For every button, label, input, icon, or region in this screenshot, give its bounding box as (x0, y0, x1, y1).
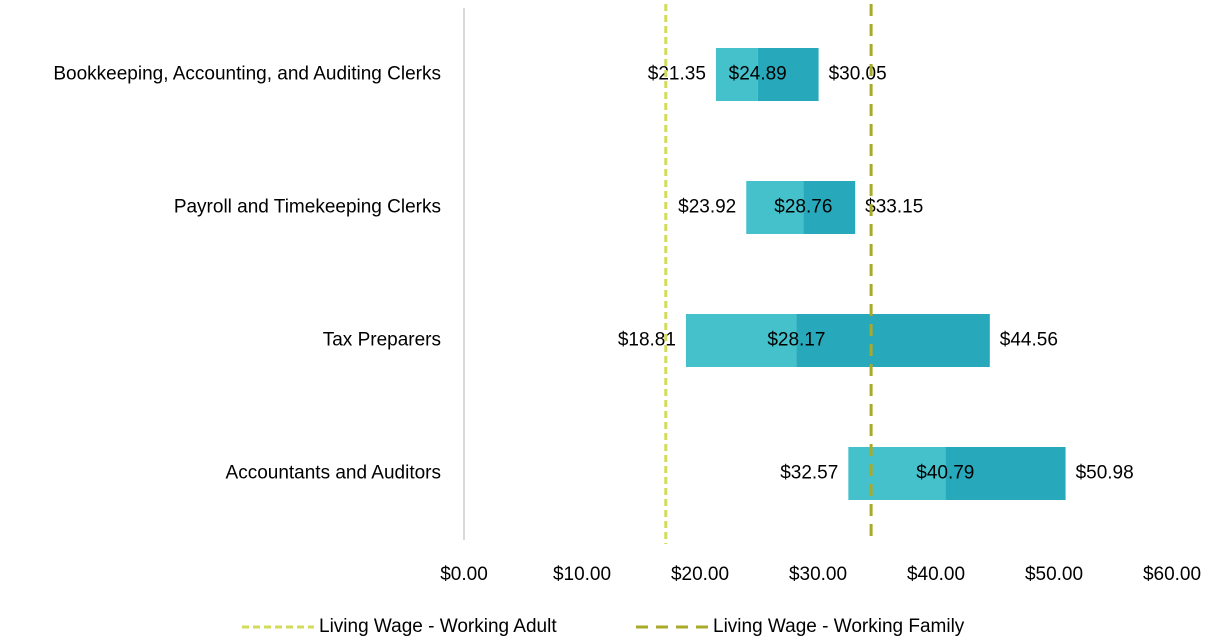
value-label: $40.79 (916, 463, 974, 484)
x-tick-label: $60.00 (1143, 564, 1201, 585)
value-label: $33.15 (865, 197, 923, 218)
value-label: $23.92 (678, 197, 736, 218)
value-label: $30.05 (829, 64, 887, 85)
category-label: Payroll and Timekeeping Clerks (174, 197, 441, 218)
value-label: $50.98 (1076, 463, 1134, 484)
value-label: $44.56 (1000, 330, 1058, 351)
bar-upper (803, 181, 856, 234)
legend-label: Living Wage - Working Family (713, 616, 965, 637)
value-label: $28.17 (767, 330, 825, 351)
value-label: $21.35 (648, 64, 706, 85)
bar-upper (796, 314, 990, 367)
category-label: Bookkeeping, Accounting, and Auditing Cl… (53, 64, 441, 85)
value-label: $28.76 (774, 197, 832, 218)
value-label: $24.89 (729, 64, 787, 85)
x-tick-label: $30.00 (789, 564, 847, 585)
value-label: $18.81 (618, 330, 676, 351)
value-label: $32.57 (780, 463, 838, 484)
x-tick-label: $0.00 (440, 564, 488, 585)
x-tick-label: $20.00 (671, 564, 729, 585)
bar-lower (685, 314, 797, 367)
bar-lower (848, 447, 946, 500)
x-tick-label: $10.00 (553, 564, 611, 585)
category-label: Accountants and Auditors (226, 463, 441, 484)
category-label: Tax Preparers (323, 330, 441, 351)
bar-lower (715, 48, 758, 101)
legend-label: Living Wage - Working Adult (319, 616, 557, 637)
bar-upper (757, 48, 819, 101)
x-tick-label: $50.00 (1025, 564, 1083, 585)
bar-upper (945, 447, 1066, 500)
x-tick-label: $40.00 (907, 564, 965, 585)
bar-lower (746, 181, 804, 234)
